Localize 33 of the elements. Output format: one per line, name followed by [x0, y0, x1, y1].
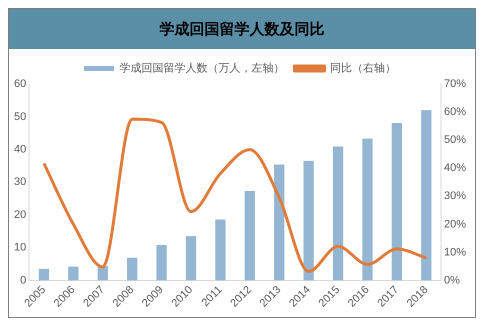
bar	[244, 191, 255, 280]
y-tick-label: 50	[14, 110, 26, 123]
bar	[127, 258, 138, 280]
bar	[362, 138, 373, 280]
y2-tick-label: 40%	[444, 162, 466, 174]
y-tick-label: 10	[14, 242, 26, 254]
y2-tick-label: 50%	[444, 134, 466, 146]
y2-tick-label: 10%	[444, 246, 466, 258]
bar	[98, 266, 108, 280]
bar	[38, 268, 50, 280]
y-tick-label: 60	[14, 78, 26, 90]
legend-label: 学成回国留学人数（万人，左轴）	[120, 62, 284, 75]
bar	[332, 146, 344, 280]
bar	[303, 160, 314, 280]
bar	[186, 236, 196, 280]
line-series	[42, 118, 428, 273]
bar	[68, 266, 78, 280]
y2-tick-label: 30%	[444, 190, 466, 202]
chart-title: 学成回国留学人数及同比	[9, 9, 475, 49]
bar	[215, 219, 226, 280]
y2-tick-label: 20%	[444, 218, 466, 230]
y-tick-label: 0	[20, 274, 26, 286]
bar	[274, 164, 284, 280]
y-tick-label: 30	[14, 176, 26, 188]
y2-tick-label: 0%	[444, 274, 460, 286]
y2-tick-label: 70%	[444, 78, 466, 90]
y2-tick-label: 60%	[444, 106, 466, 118]
bar	[156, 245, 167, 280]
bar	[392, 122, 402, 280]
y-tick-label: 20	[14, 208, 26, 221]
bar	[421, 110, 432, 280]
legend-label: 同比（右轴）	[330, 62, 396, 75]
y-tick-label: 40	[14, 143, 26, 156]
